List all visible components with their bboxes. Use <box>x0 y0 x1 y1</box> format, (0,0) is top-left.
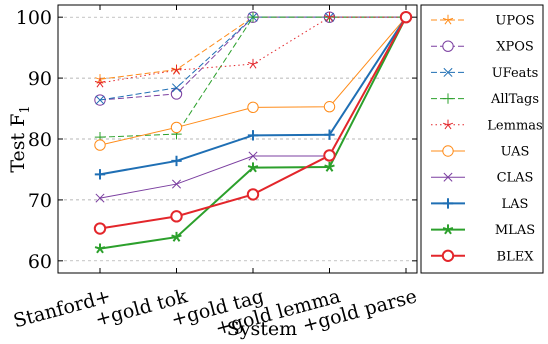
marker-circle <box>246 188 260 201</box>
legend-label: CLAS <box>497 171 534 186</box>
legend-label: AllTags <box>490 92 539 107</box>
y-tick-label: 80 <box>28 129 52 151</box>
grid-lines <box>58 16 417 262</box>
marker-circle <box>323 101 336 113</box>
marker-plus <box>94 169 106 180</box>
series-layer <box>93 10 413 254</box>
marker-x <box>95 193 105 203</box>
marker-star <box>171 64 182 75</box>
x-axis-title: System <box>227 318 297 340</box>
marker-plus <box>324 129 335 140</box>
marker-circle <box>323 149 336 162</box>
legend-item-xpos: XPOS <box>431 40 534 55</box>
marker-circle <box>399 10 413 24</box>
marker-x <box>95 95 105 105</box>
marker-star <box>247 162 259 173</box>
legend-label: LAS <box>502 197 529 212</box>
marker-star <box>324 161 335 172</box>
series-line <box>99 16 406 80</box>
series-xpos <box>94 11 412 106</box>
marker-plus <box>247 130 259 141</box>
marker-x <box>248 151 258 161</box>
legend-label: UAS <box>501 145 530 160</box>
marker-star <box>442 14 454 25</box>
marker-circle <box>94 139 106 151</box>
y-tick-label: 60 <box>28 251 52 273</box>
legend-label: UPOS <box>495 14 534 29</box>
series-ufeats <box>95 12 411 105</box>
legend-item-uas: UAS <box>431 145 529 160</box>
plot-frame <box>57 4 418 274</box>
legend-item-las: LAS <box>431 197 528 212</box>
y-tick-label: 90 <box>28 68 52 90</box>
marker-plus <box>442 93 454 104</box>
series-line <box>99 16 407 146</box>
series-lemmas <box>94 11 412 88</box>
marker-circle <box>170 88 183 100</box>
marker-star <box>94 243 106 254</box>
marker-circle <box>170 121 183 134</box>
marker-star <box>324 11 335 22</box>
marker-star <box>442 224 454 235</box>
legend-frame <box>420 4 544 274</box>
marker-plus <box>247 11 259 23</box>
series-las <box>94 11 412 180</box>
legend-label: MLAS <box>495 223 535 238</box>
marker-plus <box>442 198 454 209</box>
marker-circle <box>442 145 454 157</box>
marker-star <box>247 58 259 69</box>
series-line <box>99 16 407 176</box>
legend-item-mlas: MLAS <box>431 223 535 238</box>
marker-circle <box>442 40 454 52</box>
marker-circle <box>441 249 455 263</box>
marker-circle <box>247 101 259 114</box>
marker-x <box>171 179 182 189</box>
y-axis-title-subscript: 1 <box>18 105 33 113</box>
y-tick-label: 70 <box>28 190 52 212</box>
series-alltags <box>94 11 412 143</box>
legend-label: UFeats <box>492 66 539 81</box>
legend-item-alltags: AllTags <box>431 92 539 107</box>
marker-circle <box>93 222 107 235</box>
legend: UPOS XPOS UFeats AllTags Lemmas UAS CLAS LAS MLA… <box>420 4 544 274</box>
series-blex <box>93 10 413 235</box>
legend-item-blex: BLEX <box>431 249 534 264</box>
legend-label: Lemmas <box>487 118 542 133</box>
y-axis-title: Test F1 <box>7 105 33 172</box>
marker-plus <box>171 155 182 167</box>
legend-label: XPOS <box>496 40 534 55</box>
legend-item-clas: CLAS <box>431 171 533 186</box>
marker-star <box>442 119 454 130</box>
legend-item-lemmas: Lemmas <box>431 118 543 133</box>
marker-x <box>443 172 453 182</box>
marker-circle <box>170 210 183 223</box>
marker-star <box>171 231 182 242</box>
marker-star <box>94 77 106 88</box>
legend-label: BLEX <box>497 249 535 264</box>
marker-x <box>443 67 453 77</box>
series-line <box>99 16 406 138</box>
marker-x <box>171 83 182 93</box>
legend-item-upos: UPOS <box>431 14 535 29</box>
marker-star <box>94 74 106 84</box>
legend-item-ufeats: UFeats <box>431 66 538 81</box>
y-tick-label: 100 <box>16 7 52 29</box>
